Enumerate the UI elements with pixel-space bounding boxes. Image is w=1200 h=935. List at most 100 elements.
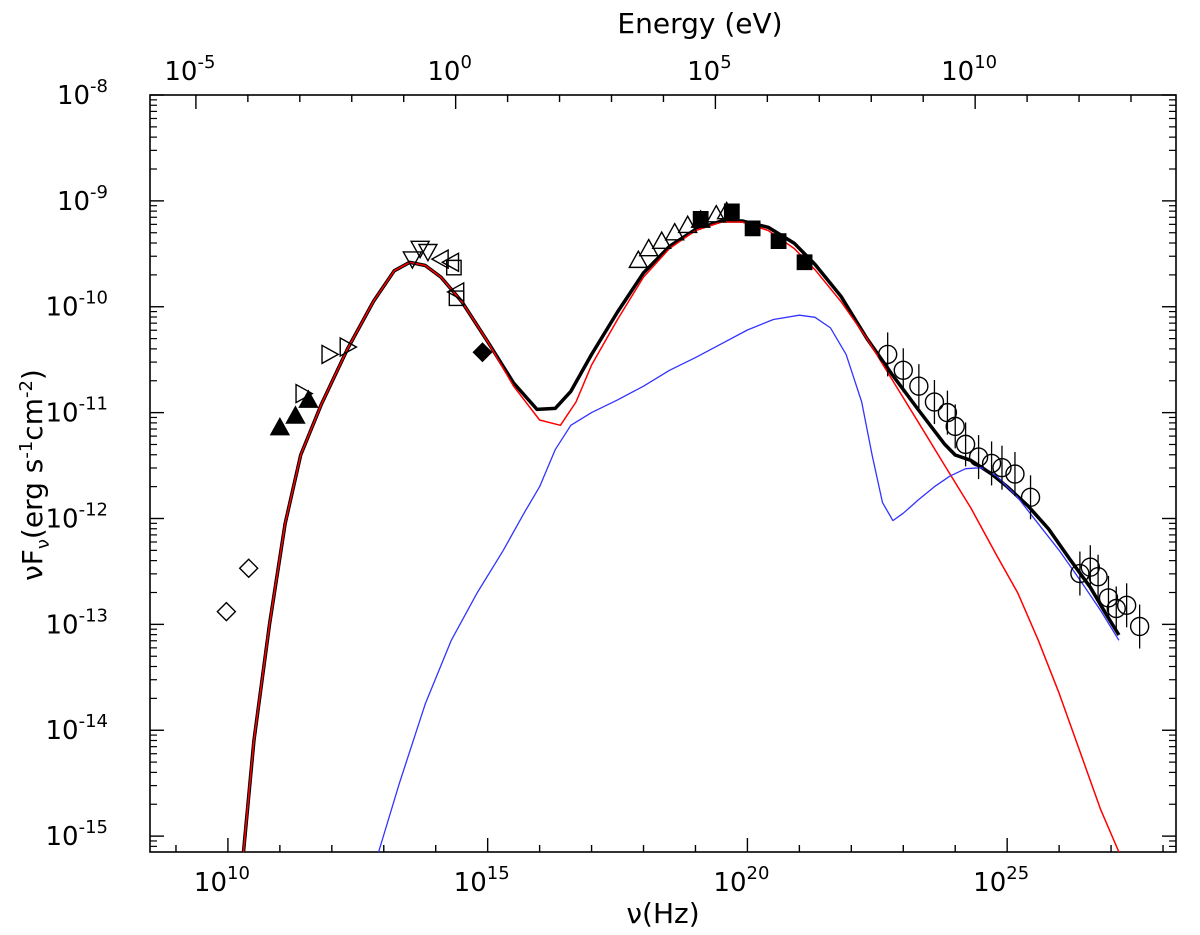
data-point [992, 457, 1012, 478]
data-point [893, 360, 913, 380]
x-tick-label: 1020 [713, 863, 769, 898]
y-tick-label-base: 10 [46, 504, 79, 534]
model-curve [377, 314, 1120, 853]
data-point [924, 392, 945, 412]
top-tick-label-base: 10 [427, 57, 460, 87]
x-tick-label-exp: 10 [227, 863, 250, 884]
top-tick-label-exp: 0 [460, 52, 471, 73]
y-axis-label-part: νF [16, 549, 49, 581]
y-tick-label-exp: -14 [79, 711, 108, 732]
model-curve [241, 219, 1121, 853]
top-tick-label-base: 10 [687, 57, 720, 87]
data-point [409, 240, 431, 259]
data-point [1129, 616, 1150, 637]
data-point [692, 210, 709, 227]
data-point [339, 336, 358, 358]
x-axis-label: ν(Hz) [626, 897, 699, 930]
data-point [744, 220, 761, 237]
top-tick-label: 10-5 [164, 52, 215, 87]
top-tick-label-exp: -5 [197, 52, 215, 73]
x-tick-label-base: 10 [454, 868, 487, 898]
model-curve [242, 221, 1120, 853]
x-tick-label-exp: 20 [747, 863, 770, 884]
y-tick-label-exp: -12 [79, 499, 108, 520]
x-tick-label-base: 10 [194, 868, 227, 898]
data-point [321, 344, 340, 365]
data-point [472, 342, 493, 363]
y-tick-label-exp: -13 [79, 605, 108, 626]
data-point [216, 601, 237, 622]
y-tick-label-base: 10 [46, 293, 79, 323]
data-point [430, 248, 449, 270]
y-tick-label-base: 10 [57, 187, 90, 217]
y-axis-label-part: ) [16, 369, 49, 380]
y-axis-label-part: (erg s [16, 459, 49, 539]
data-point [1098, 588, 1119, 608]
x-tick-label-exp: 25 [1006, 863, 1029, 884]
data-point [269, 417, 291, 436]
y-axis-label-part: -1 [16, 441, 37, 459]
y-tick-label-base: 10 [46, 610, 79, 640]
data-point [770, 233, 787, 250]
top-tick-label-exp: 10 [974, 52, 997, 73]
data-point [440, 252, 460, 273]
data-point [448, 290, 465, 307]
data-point [628, 249, 649, 269]
top-tick-label-exp: 5 [720, 52, 731, 73]
y-tick-label-exp: -15 [79, 817, 108, 838]
y-tick-label: 10-8 [57, 76, 108, 111]
x-tick-label: 1010 [194, 863, 250, 898]
y-tick-label: 10-10 [46, 288, 109, 323]
y-tick-label-exp: -10 [79, 288, 108, 309]
data-point [1005, 464, 1025, 484]
data-point [945, 416, 965, 437]
y-tick-label: 10-13 [46, 605, 109, 640]
y-tick-label: 10-15 [46, 817, 109, 852]
model-curves [241, 219, 1121, 853]
top-tick-label-base: 10 [941, 57, 974, 87]
top-tick-label: 100 [427, 52, 472, 87]
y-tick-label-base: 10 [46, 716, 79, 746]
y-tick-label-base: 10 [46, 399, 79, 429]
data-point [295, 383, 314, 404]
data-point [796, 254, 813, 271]
data-point [877, 344, 898, 365]
data-point [968, 447, 989, 467]
x-tick-label-base: 10 [713, 868, 746, 898]
top-tick-label: 1010 [941, 52, 997, 87]
y-tick-label: 10-12 [46, 499, 109, 534]
data-point [1070, 563, 1090, 584]
data-point [1106, 598, 1126, 619]
data-points [216, 201, 1150, 649]
x-tick-label-exp: 15 [487, 863, 510, 884]
y-axis-label-part: ν [33, 539, 54, 549]
data-point [677, 214, 698, 234]
data-point [723, 203, 740, 220]
axis-ticks [150, 94, 1176, 852]
data-point [238, 558, 259, 579]
y-tick-label: 10-14 [46, 711, 109, 746]
y-tick-label: 10-11 [46, 394, 109, 429]
y-tick-label-base: 10 [57, 81, 90, 111]
y-tick-label-exp: -8 [90, 76, 108, 97]
data-point [909, 376, 929, 396]
y-tick-label-exp: -9 [90, 182, 108, 203]
data-point [981, 453, 1002, 474]
data-point [285, 405, 306, 424]
x-tick-label: 1015 [454, 863, 510, 898]
y-axis-label-part: cm [16, 398, 49, 441]
data-point [1088, 567, 1108, 587]
top-tick-label: 105 [687, 52, 732, 87]
y-tick-label-exp: -11 [79, 394, 108, 415]
y-tick-label: 10-9 [57, 182, 108, 217]
top-axis-label: Energy (eV) [617, 7, 782, 40]
y-axis-label: νFν(erg s-1cm-2) [16, 369, 54, 581]
y-axis-label-part: -2 [16, 380, 37, 398]
data-point [298, 389, 319, 408]
data-point [417, 243, 439, 263]
data-point [1020, 487, 1041, 508]
x-tick-label-base: 10 [973, 868, 1006, 898]
x-tick-label: 1025 [973, 863, 1029, 898]
